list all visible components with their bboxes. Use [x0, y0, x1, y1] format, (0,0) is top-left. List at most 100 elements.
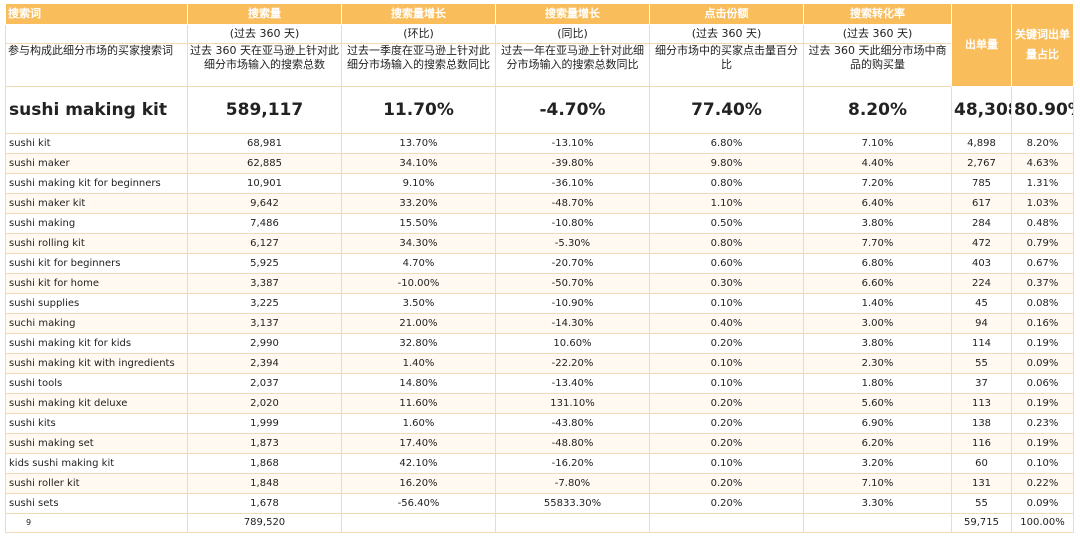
- cell-growth-qoq: 9.10%: [341, 173, 496, 194]
- cell-orders: 224: [951, 273, 1012, 294]
- table-row[interactable]: sushi roller kit 1,848 16.20% -7.80% 0.20% 7.…: [5, 473, 1074, 494]
- cell-growth-qoq: 34.10%: [341, 153, 496, 174]
- cell-click-share: 0.10%: [649, 293, 804, 314]
- cell-conversion-rate: 6.90%: [803, 413, 952, 434]
- desc-click: 细分市场中的买家点击量百分比: [649, 43, 804, 87]
- cell-search-term: sushi supplies: [5, 293, 188, 314]
- desc-conv: 过去 360 天此细分市场中商品的购买量: [803, 43, 952, 87]
- table-row[interactable]: sushi making set 1,873 17.40% -48.80% 0.20% 6…: [5, 433, 1074, 454]
- cell-growth-yoy: 10.60%: [495, 333, 650, 354]
- subheader-click: (过去 360 天): [649, 24, 804, 44]
- cell-growth-yoy: -5.30%: [495, 233, 650, 254]
- total-label: 9: [5, 513, 188, 533]
- table-row[interactable]: sushi maker 62,885 34.10% -39.80% 9.80% 4.40%…: [5, 153, 1074, 174]
- table-row[interactable]: sushi kit for beginners 5,925 4.70% -20.70%…: [5, 253, 1074, 274]
- cell-growth-yoy: -50.70%: [495, 273, 650, 294]
- description-row: 参与构成此细分市场的买家搜索词 过去 360 天在亚马逊上针对此细分市场输入的搜…: [5, 43, 1074, 87]
- header-search-term[interactable]: 搜索词: [5, 3, 188, 25]
- cell-growth-yoy: -14.30%: [495, 313, 650, 334]
- cell-growth-yoy: -13.10%: [495, 133, 650, 154]
- cell-orders: 284: [951, 213, 1012, 234]
- cell-search-volume: 2,394: [187, 353, 342, 374]
- header-volume-growth-yoy[interactable]: 搜索量增长: [495, 3, 650, 25]
- cell-order-share: 0.23%: [1011, 413, 1074, 434]
- desc-search-term: 参与构成此细分市场的买家搜索词: [5, 43, 188, 87]
- cell-search-volume: 3,137: [187, 313, 342, 334]
- header-click-share[interactable]: 点击份额: [649, 3, 804, 25]
- table-row[interactable]: sushi making 7,486 15.50% -10.80% 0.50% 3.80%…: [5, 213, 1074, 234]
- cell-search-term: sushi maker kit: [5, 193, 188, 214]
- cell-search-term: sushi making set: [5, 433, 188, 454]
- header-volume-growth-qoq[interactable]: 搜索量增长: [341, 3, 496, 25]
- cell-click-share: 0.80%: [649, 233, 804, 254]
- cell-orders: 45: [951, 293, 1012, 314]
- cell-orders: 116: [951, 433, 1012, 454]
- main-click: 77.40%: [649, 86, 804, 134]
- cell-click-share: 0.10%: [649, 373, 804, 394]
- cell-conversion-rate: 3.20%: [803, 453, 952, 474]
- cell-orders: 113: [951, 393, 1012, 414]
- total-volume: 789,520: [187, 513, 342, 533]
- subheader-conv: (过去 360 天): [803, 24, 952, 44]
- cell-growth-yoy: -7.80%: [495, 473, 650, 494]
- cell-order-share: 0.48%: [1011, 213, 1074, 234]
- cell-order-share: 0.37%: [1011, 273, 1074, 294]
- table-row[interactable]: sushi sets 1,678 -56.40% 55833.30% 0.20% 3.30…: [5, 493, 1074, 514]
- cell-orders: 37: [951, 373, 1012, 394]
- main-share: 80.90%: [1011, 86, 1074, 134]
- table-row[interactable]: sushi making kit for beginners 10,901 9.10…: [5, 173, 1074, 194]
- desc-qoq: 过去一季度在亚马逊上针对此细分市场输入的搜索总数同比: [341, 43, 496, 87]
- table-row[interactable]: sushi tools 2,037 14.80% -13.40% 0.10% 1.80% 3…: [5, 373, 1074, 394]
- header-order-share[interactable]: 关键词出单量占比: [1011, 3, 1074, 87]
- header-search-volume[interactable]: 搜索量: [187, 3, 342, 25]
- desc-volume: 过去 360 天在亚马逊上针对此细分市场输入的搜索总数: [187, 43, 342, 87]
- table-row[interactable]: sushi supplies 3,225 3.50% -10.90% 0.10% 1.40…: [5, 293, 1074, 314]
- table-row[interactable]: sushi making kit deluxe 2,020 11.60% 131.10…: [5, 393, 1074, 414]
- cell-search-volume: 1,873: [187, 433, 342, 454]
- header-orders[interactable]: 出单量: [951, 3, 1012, 87]
- cell-search-volume: 2,020: [187, 393, 342, 414]
- cell-orders: 60: [951, 453, 1012, 474]
- table-row[interactable]: sushi kits 1,999 1.60% -43.80% 0.20% 6.90% 138…: [5, 413, 1074, 434]
- table-row[interactable]: suchi making 3,137 21.00% -14.30% 0.40% 3.00%…: [5, 313, 1074, 334]
- table-row[interactable]: sushi kit for home 3,387 -10.00% -50.70% 0.3…: [5, 273, 1074, 294]
- cell-growth-yoy: -36.10%: [495, 173, 650, 194]
- cell-order-share: 0.22%: [1011, 473, 1074, 494]
- main-keyword-row: sushi making kit 589,117 11.70% -4.70% 7…: [5, 86, 1074, 134]
- header-conversion-rate[interactable]: 搜索转化率: [803, 3, 952, 25]
- cell-order-share: 0.19%: [1011, 333, 1074, 354]
- subheader-yoy: (同比): [495, 24, 650, 44]
- table-row[interactable]: sushi maker kit 9,642 33.20% -48.70% 1.10% 6.…: [5, 193, 1074, 214]
- cell-click-share: 0.80%: [649, 173, 804, 194]
- cell-search-volume: 9,642: [187, 193, 342, 214]
- cell-click-share: 0.10%: [649, 353, 804, 374]
- table-row[interactable]: sushi kit 68,981 13.70% -13.10% 6.80% 7.10% 4,…: [5, 133, 1074, 154]
- cell-orders: 2,767: [951, 153, 1012, 174]
- cell-order-share: 0.10%: [1011, 453, 1074, 474]
- cell-growth-qoq: 32.80%: [341, 333, 496, 354]
- cell-click-share: 0.20%: [649, 333, 804, 354]
- cell-search-volume: 10,901: [187, 173, 342, 194]
- cell-search-volume: 6,127: [187, 233, 342, 254]
- cell-order-share: 0.09%: [1011, 493, 1074, 514]
- table-row[interactable]: sushi rolling kit 6,127 34.30% -5.30% 0.80% 7…: [5, 233, 1074, 254]
- cell-click-share: 0.20%: [649, 433, 804, 454]
- main-yoy: -4.70%: [495, 86, 650, 134]
- table-row[interactable]: sushi making kit with ingredients 2,394 1.…: [5, 353, 1074, 374]
- cell-growth-yoy: 55833.30%: [495, 493, 650, 514]
- cell-conversion-rate: 3.00%: [803, 313, 952, 334]
- table-row[interactable]: sushi making kit for kids 2,990 32.80% 10.6…: [5, 333, 1074, 354]
- total-share: 100.00%: [1011, 513, 1074, 533]
- cell-search-term: sushi making kit with ingredients: [5, 353, 188, 374]
- cell-search-term: sushi roller kit: [5, 473, 188, 494]
- subheader-row: (过去 360 天) (环比) (同比) (过去 360 天) (过去 360 …: [5, 24, 1074, 44]
- cell-search-term: sushi tools: [5, 373, 188, 394]
- cell-order-share: 0.09%: [1011, 353, 1074, 374]
- cell-click-share: 0.30%: [649, 273, 804, 294]
- cell-growth-yoy: -13.40%: [495, 373, 650, 394]
- cell-conversion-rate: 7.10%: [803, 133, 952, 154]
- cell-order-share: 0.19%: [1011, 393, 1074, 414]
- cell-growth-qoq: 42.10%: [341, 453, 496, 474]
- cell-search-term: kids sushi making kit: [5, 453, 188, 474]
- table-row[interactable]: kids sushi making kit 1,868 42.10% -16.20% 0…: [5, 453, 1074, 474]
